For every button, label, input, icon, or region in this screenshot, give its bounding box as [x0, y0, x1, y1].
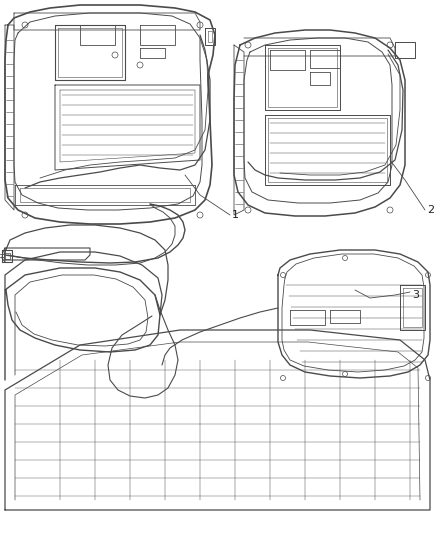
Text: 1: 1: [232, 210, 239, 220]
Text: 2: 2: [427, 205, 434, 215]
Text: 3: 3: [412, 290, 419, 300]
